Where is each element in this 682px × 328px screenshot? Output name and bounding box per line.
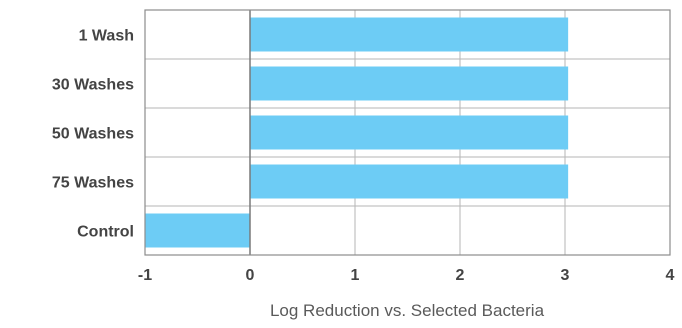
bar-50-washes bbox=[250, 115, 569, 150]
x-tick-label-4: 4 bbox=[666, 267, 675, 284]
x-tick-label-0: 0 bbox=[246, 267, 255, 284]
plot-frame bbox=[144, 9, 671, 256]
bar-1-wash bbox=[250, 17, 569, 52]
x-axis-title: Log Reduction vs. Selected Bacteria bbox=[270, 301, 545, 320]
category-label-50-washes: 50 Washes bbox=[52, 126, 134, 143]
category-label-control: Control bbox=[77, 224, 134, 241]
x-tick-label-3: 3 bbox=[561, 267, 570, 284]
category-label-30-washes: 30 Washes bbox=[52, 77, 134, 94]
bar-75-washes bbox=[250, 164, 569, 199]
category-label-1-wash: 1 Wash bbox=[79, 28, 134, 45]
bar-control bbox=[145, 213, 250, 248]
x-tick-labels: -1 0 1 2 3 4 bbox=[138, 267, 675, 284]
bars bbox=[145, 17, 569, 248]
x-tick-label-2: 2 bbox=[456, 267, 465, 284]
plot-border bbox=[144, 9, 671, 256]
category-label-75-washes: 75 Washes bbox=[52, 175, 134, 192]
x-tick-label-1: 1 bbox=[351, 267, 360, 284]
x-tick-label-neg1: -1 bbox=[138, 267, 152, 284]
category-labels: 1 Wash 30 Washes 50 Washes 75 Washes Control bbox=[52, 28, 134, 241]
bar-30-washes bbox=[250, 66, 569, 101]
